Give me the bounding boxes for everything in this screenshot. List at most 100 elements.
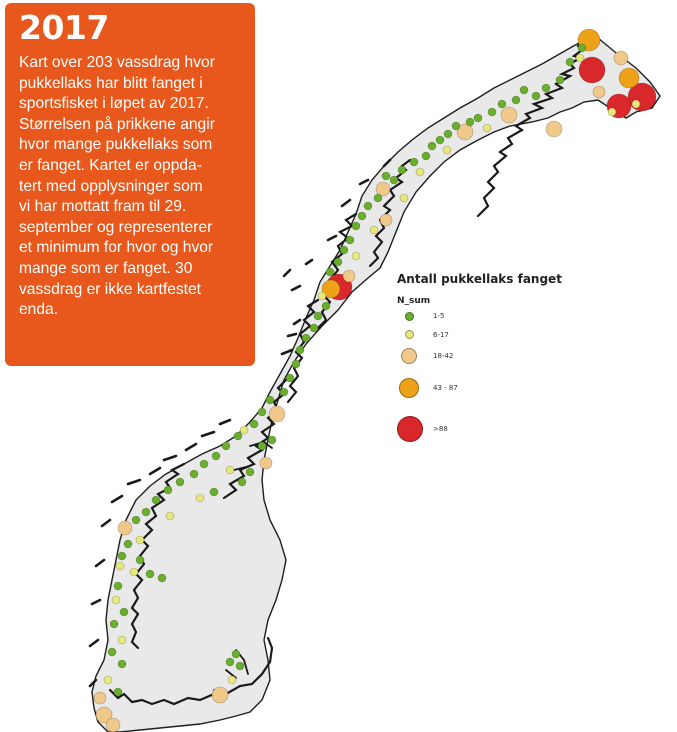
catch-site [279, 387, 289, 397]
catch-site [199, 459, 209, 469]
info-line: enda. [19, 301, 59, 319]
catch-site [631, 99, 641, 109]
catch-site [541, 83, 551, 93]
catch-site [301, 333, 311, 343]
catch-site [117, 551, 127, 561]
catch-site [575, 53, 585, 63]
info-line: mange som er fanget. 30 [19, 259, 193, 277]
catch-site [487, 107, 497, 117]
catch-site [265, 395, 275, 405]
catch-site [339, 245, 349, 255]
catch-site [129, 567, 139, 577]
catch-site [399, 193, 409, 203]
catch-site [531, 91, 541, 101]
legend-swatch [401, 348, 417, 364]
catch-site [363, 201, 373, 211]
catch-site [369, 225, 379, 235]
catch-site [285, 373, 295, 383]
catch-site [500, 106, 518, 124]
catch-site [233, 431, 243, 441]
catch-site [427, 141, 437, 151]
catch-site [145, 569, 155, 579]
legend-title: Antall pukkellaks fanget [397, 272, 562, 286]
catch-site [245, 467, 255, 477]
catch-site [225, 657, 235, 667]
legend-label: 1-5 [433, 312, 445, 320]
catch-site [435, 135, 445, 145]
catch-site [381, 171, 391, 181]
info-line: et minimum for hvor og hvor [19, 239, 214, 257]
catch-site [249, 419, 259, 429]
catch-site [613, 50, 629, 66]
catch-site [555, 75, 565, 85]
info-line: vassdrag er ikke kartfestet [19, 280, 202, 298]
catch-site [291, 359, 301, 369]
catch-site [482, 123, 492, 133]
catch-site [313, 311, 323, 321]
catch-site [107, 647, 117, 657]
catch-site [93, 691, 107, 705]
info-line: Kart over 203 vassdrag hvor [19, 54, 215, 71]
catch-site [135, 535, 145, 545]
info-line: hvor mange pukkellaks som [19, 136, 213, 154]
catch-site [131, 515, 141, 525]
info-year: 2017 [19, 8, 109, 47]
coastline [88, 38, 586, 706]
catch-site [397, 165, 407, 175]
catch-site [465, 117, 475, 127]
catch-site [135, 555, 145, 565]
catch-site [511, 95, 521, 105]
catch-site [442, 145, 452, 155]
catch-site [225, 465, 235, 475]
info-line: vi har mottatt fram til 29. [19, 198, 187, 216]
catch-site [333, 257, 343, 267]
catch-site [379, 213, 393, 227]
catch-site [211, 451, 221, 461]
catch-site [257, 407, 267, 417]
catch-site [519, 85, 529, 95]
catch-sites [93, 28, 657, 732]
catch-site [325, 267, 335, 277]
catch-site [151, 495, 161, 505]
catch-site [189, 469, 199, 479]
catch-site [473, 113, 483, 123]
catch-site [607, 107, 617, 117]
catch-site [117, 520, 133, 536]
info-line: er fanget. Kartet er oppda- [19, 156, 202, 174]
catch-site [123, 539, 133, 549]
catch-site [109, 619, 119, 629]
legend-label: 43 - 87 [433, 384, 458, 392]
legend-label: 18-42 [433, 352, 454, 360]
catch-site [443, 129, 453, 139]
catch-site [141, 507, 151, 517]
catch-site [235, 661, 245, 671]
catch-site [221, 441, 231, 451]
catch-site [351, 251, 361, 261]
catch-site [268, 405, 286, 423]
catch-site [95, 706, 113, 724]
catch-site [111, 595, 121, 605]
info-text: Kart over 203 vassdrag hvor pukkellaks h… [19, 53, 243, 321]
catch-site [103, 675, 113, 685]
info-line: tert med opplysninger som [19, 177, 203, 195]
catch-site [227, 675, 237, 685]
catch-site [578, 56, 606, 84]
legend-label: >88 [433, 425, 448, 433]
catch-site [115, 561, 125, 571]
catch-site [451, 121, 461, 131]
catch-site [165, 511, 175, 521]
catch-site [211, 686, 229, 704]
info-line: sportsfisket i løpet av 2017. [19, 95, 209, 113]
catch-site [317, 291, 327, 301]
info-line: september og representerer [19, 218, 213, 236]
catch-site [113, 581, 123, 591]
info-line: pukkellaks har blitt fanget i [19, 74, 203, 92]
catch-site [357, 211, 367, 221]
catch-site [577, 43, 587, 53]
catch-site [321, 301, 331, 311]
catch-site [117, 635, 127, 645]
catch-site [105, 717, 121, 732]
catch-site [409, 157, 419, 167]
legend-label: 6-17 [433, 331, 449, 339]
info-line: Størrelsen på prikkene angir [19, 115, 215, 133]
